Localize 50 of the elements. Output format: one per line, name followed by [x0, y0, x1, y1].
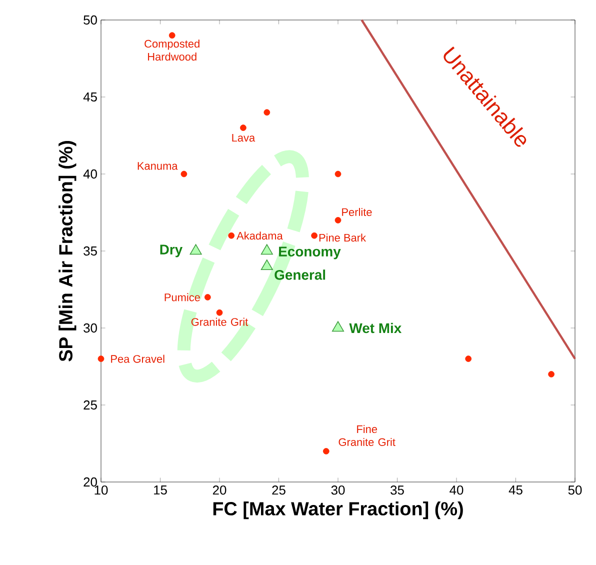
point: [190, 244, 202, 255]
x-tick-label: 30: [331, 486, 345, 495]
y-tick-label: 40: [83, 169, 97, 179]
x-tick-label: 10: [94, 486, 108, 495]
point: [260, 260, 273, 270]
point: [240, 124, 246, 131]
x-tick-label: 25: [272, 486, 286, 495]
annotation: Kanuma: [138, 162, 178, 170]
x-tick-label: 15: [154, 486, 167, 495]
annotation: Composted Hardwood: [144, 40, 200, 61]
point: [465, 356, 472, 362]
point: [168, 32, 176, 39]
annotation: Economy: [279, 246, 341, 260]
point: [98, 356, 104, 362]
x-tick-label: 40: [450, 486, 464, 495]
point: [311, 232, 318, 239]
y-tick-label: 25: [84, 400, 97, 410]
annotation: Perlite: [342, 208, 372, 216]
x-axis-title: FC [Max Water Fraction] (%): [213, 502, 463, 520]
annotation: Pumice: [164, 293, 200, 302]
point: [548, 371, 554, 378]
y-tick-label: 50: [84, 15, 97, 25]
x-tick-label: 45: [508, 486, 522, 495]
point: [332, 321, 344, 332]
annotation: Lava: [232, 134, 256, 142]
annotation: Akadama: [236, 232, 283, 240]
point: [216, 309, 223, 316]
y-tick-label: 20: [84, 477, 97, 487]
annotation: Wet Mix: [349, 322, 402, 334]
annotation: Granite Grit: [191, 318, 248, 326]
point: [204, 294, 211, 300]
annotation: General: [274, 270, 326, 280]
y-tick-label: 35: [84, 246, 97, 256]
annotation: Fine Granite Grit: [338, 425, 396, 446]
y-axis-title: SP [Min Air Fraction] (%): [58, 141, 76, 362]
y-tick-label: 45: [83, 92, 97, 102]
annotation: Pine Bark: [319, 234, 366, 242]
point: [322, 448, 330, 454]
point: [260, 244, 273, 255]
annotation: Dry: [160, 244, 183, 258]
x-tick-label: 35: [390, 486, 404, 495]
point: [264, 109, 270, 116]
point: [334, 170, 342, 178]
point: [228, 232, 235, 239]
annotation: Pea Gravel: [111, 354, 164, 363]
y-tick-label: 30: [84, 323, 97, 333]
x-tick-label: 20: [212, 486, 226, 495]
point: [334, 217, 342, 224]
point: [180, 170, 188, 178]
x-tick-label: 50: [568, 486, 582, 495]
